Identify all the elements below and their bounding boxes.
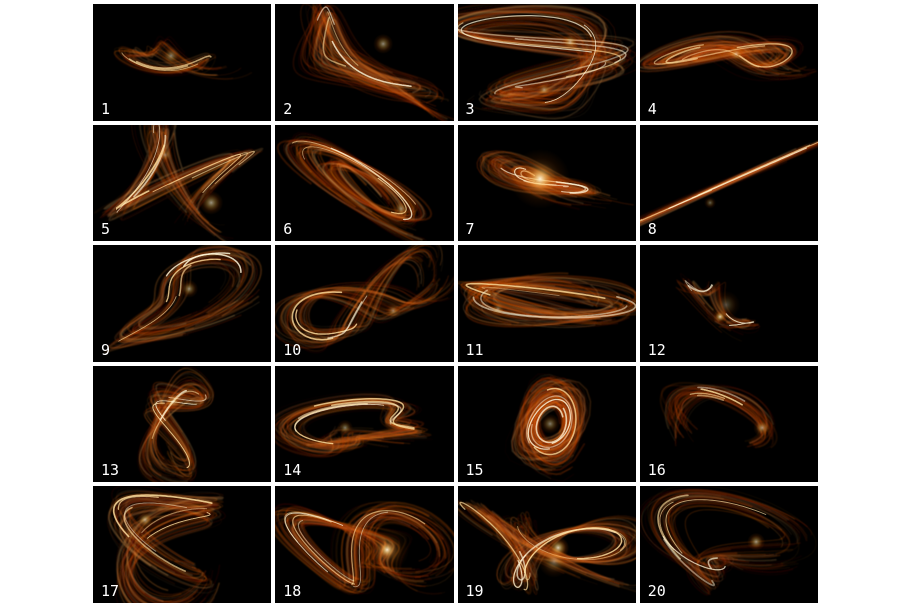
- flame-tile: 2: [275, 4, 454, 121]
- flame-tile: 17: [93, 486, 272, 603]
- tile-number: 18: [283, 581, 302, 600]
- flame-art: [675, 273, 760, 342]
- tile-number: 4: [647, 99, 657, 118]
- flame-art: [276, 131, 433, 242]
- flame-tile: 6: [275, 124, 454, 242]
- tile-number: 8: [647, 220, 657, 239]
- flame-tile: 5: [93, 124, 272, 242]
- flame-tile: 4: [639, 4, 818, 121]
- tile-number: 15: [465, 461, 484, 480]
- flame-art: [639, 140, 818, 226]
- flame-tile: 12: [639, 245, 818, 362]
- tile-number: 3: [465, 99, 475, 118]
- flame-tile: 18: [275, 486, 454, 603]
- flame-tile: 13: [93, 365, 272, 483]
- flame-art: [457, 272, 636, 329]
- tile-number: 6: [283, 220, 293, 239]
- flame-art: [106, 486, 226, 603]
- tile-number: 11: [465, 340, 484, 359]
- flame-art: [457, 4, 636, 120]
- flame-tile: 8: [639, 124, 818, 242]
- flame-tile: 16: [639, 365, 818, 483]
- flame-tile: 9: [93, 245, 272, 362]
- flame-art: [275, 501, 454, 596]
- tile-number: 10: [283, 340, 302, 359]
- flame-tile: 15: [457, 365, 636, 483]
- flame-tile: 19: [457, 486, 636, 603]
- flame-art: [639, 486, 817, 597]
- tile-number: 20: [647, 581, 666, 600]
- tile-number: 1: [101, 99, 111, 118]
- tile-number: 12: [647, 340, 666, 359]
- tile-number: 16: [647, 461, 666, 480]
- flame-tile: 11: [457, 245, 636, 362]
- tile-number: 19: [465, 581, 484, 600]
- flame-art: [292, 4, 454, 121]
- tile-number: 9: [101, 340, 111, 359]
- flame-art: [639, 30, 817, 82]
- tile-number: 2: [283, 99, 293, 118]
- flame-art: [93, 124, 264, 242]
- flame-tile: 20: [639, 486, 818, 603]
- tile-number: 14: [283, 461, 302, 480]
- tile-number: 5: [101, 220, 111, 239]
- flame-art: [659, 381, 778, 449]
- flame-grid: 1 2 3 4 5 6 7 8: [93, 4, 818, 603]
- flame-tile: 10: [275, 245, 454, 362]
- flame-art: [475, 148, 634, 210]
- flame-tile: 3: [457, 4, 636, 121]
- flame-tile: 14: [275, 365, 454, 483]
- tile-number: 7: [465, 220, 475, 239]
- tile-number: 13: [101, 461, 120, 480]
- flame-tile: 1: [93, 4, 272, 121]
- flame-art: [275, 245, 454, 354]
- flame-art: [457, 499, 636, 596]
- flame-art: [103, 245, 262, 354]
- flame-art: [113, 35, 253, 80]
- flame-art: [136, 366, 215, 483]
- flame-tile: 7: [457, 124, 636, 242]
- flame-art: [504, 373, 591, 483]
- tile-number: 17: [101, 581, 120, 600]
- flame-art: [275, 390, 436, 458]
